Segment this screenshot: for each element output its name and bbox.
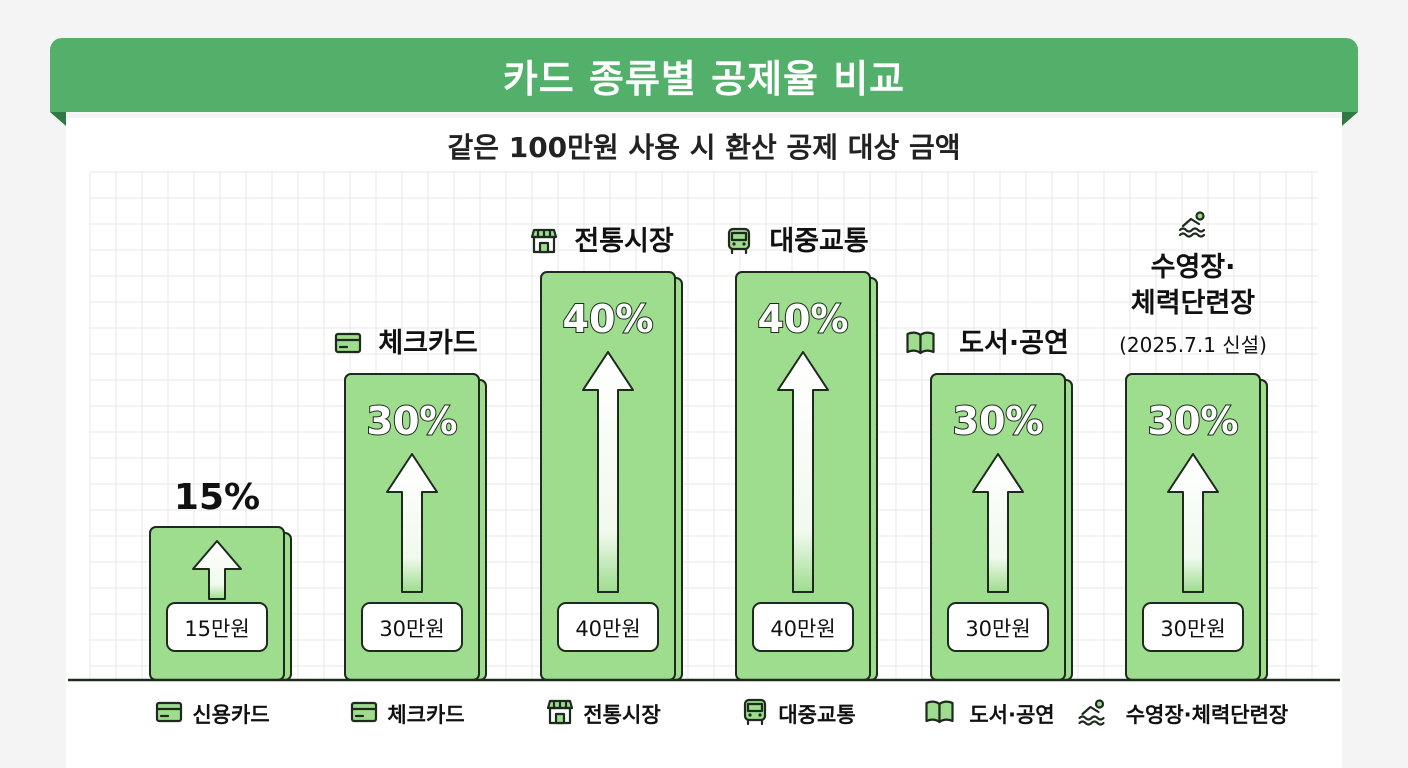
chart-title: 카드 종류별 공제율 비교	[502, 56, 906, 101]
book-right	[938, 700, 954, 724]
store-stripes	[536, 228, 552, 239]
chart-subtitle: 같은 100만원 사용 시 환산 공제 대상 금액	[447, 131, 961, 164]
rate-label: 30%	[953, 399, 1044, 443]
category-label: 도서·공연	[969, 703, 1054, 727]
book-icon	[906, 331, 935, 355]
up-arrow-icon	[1167, 453, 1219, 593]
amount-box	[947, 602, 1049, 652]
bus-light	[742, 242, 746, 246]
bus-light	[732, 242, 736, 246]
swimmer-body	[1181, 217, 1201, 228]
swimmer-wave	[1178, 232, 1206, 238]
top-label: 도서·공연	[959, 328, 1069, 359]
bus-wheels	[730, 247, 748, 255]
rate-label: 30%	[1148, 399, 1239, 443]
amount-box	[166, 602, 268, 652]
banner-fold-right	[1342, 112, 1358, 126]
swimmer-icon	[1178, 211, 1206, 238]
store-door	[554, 712, 566, 725]
swimmer-icon	[1078, 699, 1105, 726]
category-label: 전통시장	[583, 703, 660, 727]
amount-label: 30만원	[965, 617, 1030, 641]
top-label-note: (2025.7.1 신설)	[1119, 333, 1267, 357]
up-arrow-icon	[192, 540, 242, 600]
book-left	[925, 700, 941, 724]
top-label: 대중교통	[769, 226, 868, 257]
card-body	[155, 701, 183, 723]
card-icon	[155, 701, 183, 723]
amount-box	[752, 602, 854, 652]
category-label: 대중교통	[778, 703, 855, 727]
top-label: 체크카드	[378, 328, 477, 359]
bus-window	[730, 231, 748, 242]
swimmer-wave	[1078, 715, 1105, 721]
category-label: 체크카드	[387, 703, 464, 727]
up-arrow-icon	[582, 351, 634, 593]
amount-box	[1142, 602, 1244, 652]
bus-window	[746, 702, 764, 713]
swimmer-wave	[1078, 720, 1105, 726]
category-label: 신용카드	[192, 703, 269, 727]
bus-light	[748, 713, 752, 717]
banner-fold-left	[50, 112, 66, 126]
rate-label: 15%	[174, 477, 260, 518]
store-stripes	[552, 699, 568, 710]
amount-box	[557, 602, 659, 652]
store-door	[538, 241, 550, 254]
up-arrow-icon	[972, 453, 1024, 593]
card-body	[350, 701, 378, 723]
book-right	[919, 331, 935, 355]
book-icon	[925, 700, 954, 724]
store-icon	[546, 699, 574, 725]
bus-wheels	[746, 718, 764, 726]
top-label-line: 체력단련장	[1131, 288, 1255, 319]
amount-label: 15만원	[184, 617, 249, 641]
top-label: 전통시장	[574, 226, 674, 257]
amount-label: 40만원	[575, 617, 640, 641]
swimmer-head	[1094, 699, 1105, 709]
card-icon	[350, 701, 378, 723]
bus-icon	[727, 227, 751, 255]
top-label-line: 수영장·	[1151, 252, 1236, 283]
amount-label: 30만원	[379, 617, 444, 641]
amount-label: 40만원	[770, 617, 835, 641]
swimmer-head	[1195, 211, 1205, 221]
amount-label: 30만원	[1160, 617, 1225, 641]
store-icon	[530, 228, 558, 254]
book-left	[906, 331, 922, 355]
rate-label: 40%	[758, 297, 849, 341]
rate-label: 40%	[563, 297, 654, 341]
swimmer-body	[1081, 705, 1100, 716]
amount-box	[361, 602, 463, 652]
bus-icon	[743, 698, 767, 726]
card-body	[334, 332, 362, 354]
category-label: 수영장·체력단련장	[1126, 703, 1289, 727]
rate-label: 30%	[367, 399, 458, 443]
card-icon	[334, 332, 362, 354]
swimmer-wave	[1178, 227, 1206, 233]
up-arrow-icon	[777, 351, 829, 593]
up-arrow-icon	[386, 453, 438, 593]
title-banner: 카드 종류별 공제율 비교	[50, 38, 1358, 112]
bus-light	[758, 713, 762, 717]
